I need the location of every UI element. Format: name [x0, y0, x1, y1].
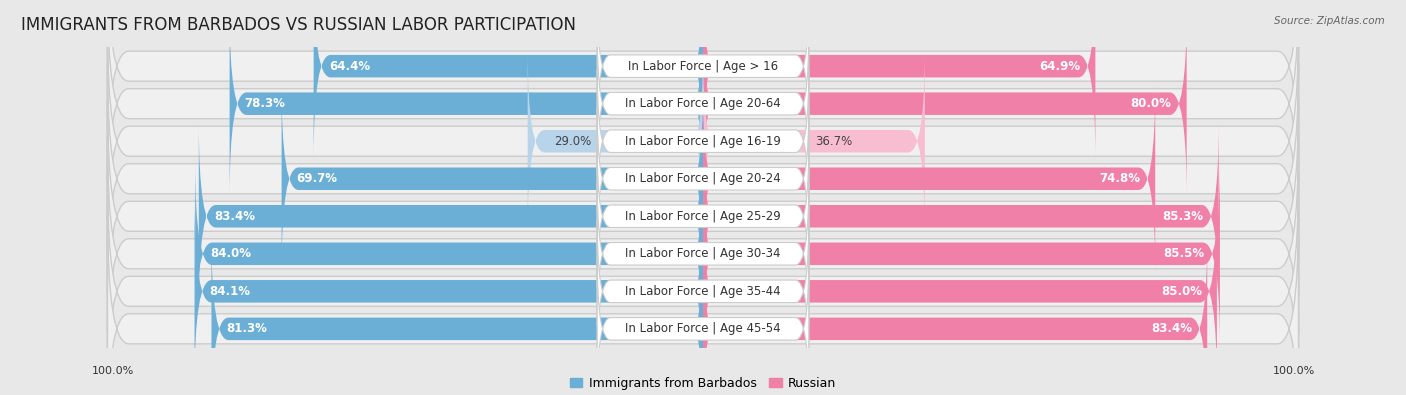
FancyBboxPatch shape [703, 10, 1187, 198]
Bar [703, 318, 727, 340]
FancyBboxPatch shape [314, 0, 703, 160]
Text: In Labor Force | Age > 16: In Labor Force | Age > 16 [628, 60, 778, 73]
Text: IMMIGRANTS FROM BARBADOS VS RUSSIAN LABOR PARTICIPATION: IMMIGRANTS FROM BARBADOS VS RUSSIAN LABO… [21, 16, 576, 34]
Bar [703, 205, 727, 228]
FancyBboxPatch shape [198, 122, 703, 310]
FancyBboxPatch shape [598, 70, 808, 213]
FancyBboxPatch shape [598, 107, 808, 250]
Text: 80.0%: 80.0% [1130, 97, 1171, 110]
Text: 78.3%: 78.3% [245, 97, 285, 110]
Text: In Labor Force | Age 45-54: In Labor Force | Age 45-54 [626, 322, 780, 335]
FancyBboxPatch shape [703, 235, 1208, 395]
Text: 100.0%: 100.0% [1272, 366, 1315, 376]
Text: Source: ZipAtlas.com: Source: ZipAtlas.com [1274, 16, 1385, 26]
Bar [679, 243, 703, 265]
Bar [703, 167, 727, 190]
FancyBboxPatch shape [107, 100, 1299, 333]
Bar [679, 55, 703, 77]
Bar [679, 92, 703, 115]
Bar [679, 280, 703, 303]
Text: 29.0%: 29.0% [554, 135, 591, 148]
Text: In Labor Force | Age 16-19: In Labor Force | Age 16-19 [626, 135, 780, 148]
Bar [679, 205, 703, 228]
FancyBboxPatch shape [194, 198, 703, 385]
Legend: Immigrants from Barbados, Russian: Immigrants from Barbados, Russian [565, 372, 841, 395]
Text: 100.0%: 100.0% [91, 366, 134, 376]
Bar [703, 92, 727, 115]
Bar [679, 167, 703, 190]
FancyBboxPatch shape [598, 182, 808, 325]
FancyBboxPatch shape [229, 10, 703, 198]
Bar [703, 243, 727, 265]
FancyBboxPatch shape [107, 213, 1299, 395]
Bar [703, 130, 727, 152]
FancyBboxPatch shape [281, 85, 703, 273]
Text: In Labor Force | Age 20-24: In Labor Force | Age 20-24 [626, 172, 780, 185]
Text: 83.4%: 83.4% [1152, 322, 1192, 335]
FancyBboxPatch shape [107, 62, 1299, 295]
Text: 85.0%: 85.0% [1161, 285, 1202, 298]
FancyBboxPatch shape [211, 235, 703, 395]
Text: 84.1%: 84.1% [209, 285, 250, 298]
Text: 81.3%: 81.3% [226, 322, 267, 335]
FancyBboxPatch shape [703, 0, 1095, 160]
Text: In Labor Force | Age 20-64: In Labor Force | Age 20-64 [626, 97, 780, 110]
FancyBboxPatch shape [107, 175, 1299, 395]
FancyBboxPatch shape [598, 220, 808, 363]
FancyBboxPatch shape [703, 85, 1156, 273]
Text: 64.9%: 64.9% [1039, 60, 1080, 73]
Text: 85.3%: 85.3% [1163, 210, 1204, 223]
FancyBboxPatch shape [598, 0, 808, 137]
Bar [679, 318, 703, 340]
FancyBboxPatch shape [703, 160, 1220, 348]
FancyBboxPatch shape [107, 0, 1299, 182]
Text: 84.0%: 84.0% [211, 247, 252, 260]
FancyBboxPatch shape [703, 198, 1218, 385]
Text: In Labor Force | Age 30-34: In Labor Force | Age 30-34 [626, 247, 780, 260]
FancyBboxPatch shape [107, 0, 1299, 220]
Bar [703, 55, 727, 77]
FancyBboxPatch shape [195, 160, 703, 348]
FancyBboxPatch shape [703, 47, 925, 235]
FancyBboxPatch shape [107, 25, 1299, 258]
Bar [679, 130, 703, 152]
FancyBboxPatch shape [598, 145, 808, 288]
Text: 36.7%: 36.7% [815, 135, 852, 148]
FancyBboxPatch shape [703, 122, 1219, 310]
Text: 83.4%: 83.4% [214, 210, 254, 223]
Bar [703, 280, 727, 303]
FancyBboxPatch shape [598, 258, 808, 395]
FancyBboxPatch shape [107, 137, 1299, 370]
FancyBboxPatch shape [598, 32, 808, 175]
Text: 69.7%: 69.7% [297, 172, 337, 185]
Text: In Labor Force | Age 25-29: In Labor Force | Age 25-29 [626, 210, 780, 223]
Text: 74.8%: 74.8% [1099, 172, 1140, 185]
Text: 85.5%: 85.5% [1164, 247, 1205, 260]
Text: 64.4%: 64.4% [329, 60, 370, 73]
Text: In Labor Force | Age 35-44: In Labor Force | Age 35-44 [626, 285, 780, 298]
FancyBboxPatch shape [527, 47, 703, 235]
